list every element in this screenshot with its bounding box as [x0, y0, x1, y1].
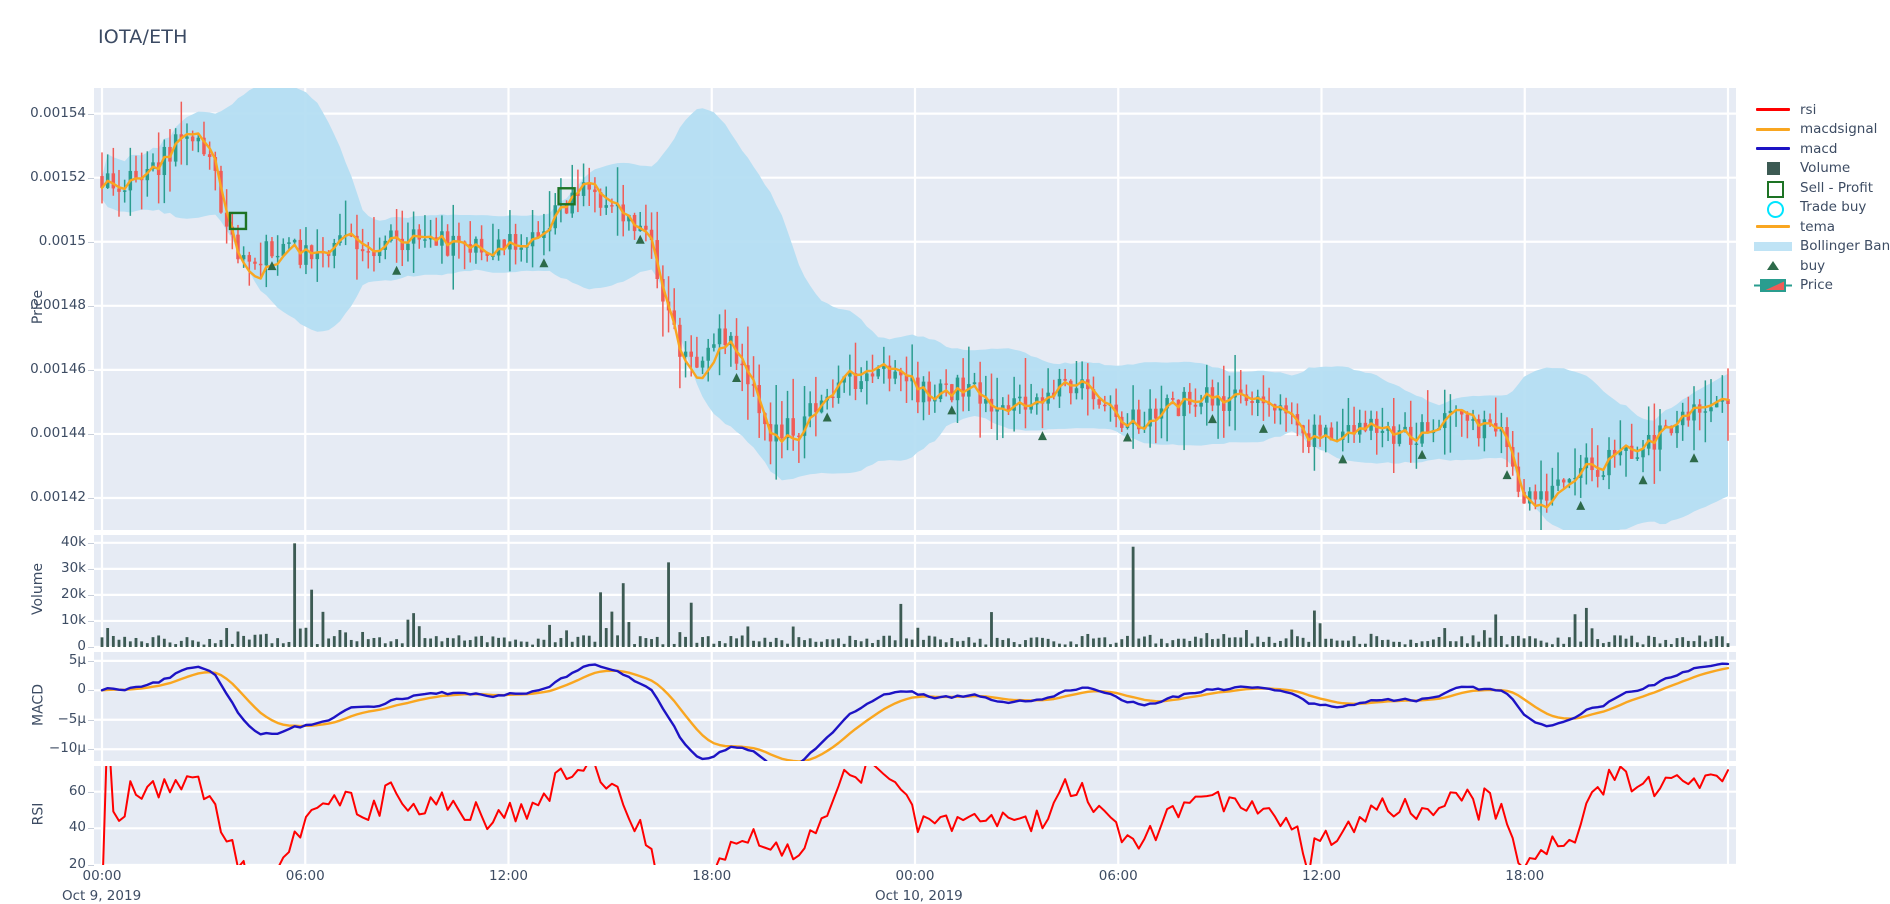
x-tick-label: 12:00: [1302, 868, 1341, 884]
legend-line-icon: [1752, 139, 1794, 158]
open-square-swatch: [1766, 181, 1784, 199]
y-tick-label-macd: −10µ: [48, 740, 86, 757]
y-tick-label-price: 0.00144: [30, 424, 86, 441]
y-tick-mark: [88, 568, 94, 570]
y-tick-mark: [88, 647, 94, 648]
y-tick-label-volume: 40k: [61, 533, 86, 550]
candle-swatch: [1754, 278, 1792, 292]
square-swatch: [1766, 161, 1780, 175]
y-tick-mark: [88, 690, 94, 692]
y-tick-mark: [88, 828, 94, 830]
legend-item-rsi[interactable]: rsi: [1752, 100, 1887, 120]
y-tick-label-volume: 10k: [61, 611, 86, 628]
legend-label: Volume: [1800, 160, 1851, 177]
volume-subplot: [94, 535, 1736, 647]
legend-item-macdsignal[interactable]: macdsignal: [1752, 120, 1887, 140]
y-tick-mark: [88, 865, 94, 866]
legend-label: Bollinger Band: [1800, 238, 1890, 255]
y-tick-label-macd: 0: [77, 681, 86, 698]
legend-label: buy: [1800, 257, 1826, 274]
chart-title: IOTA/ETH: [98, 26, 188, 48]
legend-label: tema: [1800, 218, 1836, 235]
x-tick-label: 00:00: [895, 868, 935, 884]
y-tick-label-price: 0.00148: [30, 296, 86, 313]
y-tick-label-volume: 0: [77, 638, 86, 654]
y-tick-label-price: 0.00154: [30, 104, 86, 121]
legend-label: macd: [1800, 140, 1838, 157]
y-tick-mark: [88, 305, 94, 307]
macd-subplot: [94, 652, 1736, 761]
y-tick-label-macd: 5µ: [68, 651, 86, 668]
y-tick-mark: [88, 749, 94, 751]
legend-line-icon: [1752, 100, 1794, 119]
legend-triangle-icon: [1752, 256, 1794, 275]
open-circle-swatch: [1766, 200, 1784, 218]
y-tick-label-price: 0.00142: [30, 488, 86, 505]
x-date-label: Oct 10, 2019: [875, 888, 963, 904]
x-tick-label: 18:00: [1505, 868, 1545, 884]
y-tick-mark: [88, 369, 94, 371]
line-swatch: [1756, 127, 1790, 131]
x-tick-label: 12:00: [489, 868, 528, 884]
legend-label: Price: [1800, 277, 1833, 294]
y-tick-label-macd: −5µ: [57, 710, 87, 727]
chart-legend: rsi macdsignal macd Volume Sell - Profit Trad…: [1752, 100, 1890, 296]
rsi-subplot: [94, 766, 1736, 865]
y-tick-mark: [88, 542, 94, 544]
legend-square-icon: [1752, 159, 1794, 178]
legend-line-icon: [1752, 217, 1794, 236]
legend-open-circle-icon: [1752, 198, 1794, 218]
legend-item-trade-buy[interactable]: Trade buy: [1752, 198, 1887, 218]
rsi-axis-title: RSI: [30, 802, 46, 825]
legend-open-square-icon: [1752, 178, 1794, 199]
y-tick-label-rsi: 20: [68, 856, 86, 872]
y-tick-mark: [88, 113, 94, 115]
y-tick-label-rsi: 40: [68, 819, 86, 836]
legend-item-bollinger-band[interactable]: Bollinger Band: [1752, 237, 1890, 257]
line-swatch: [1756, 225, 1790, 229]
x-tick-label: 18:00: [692, 868, 732, 884]
legend-label: macdsignal: [1800, 121, 1878, 138]
y-tick-mark: [88, 497, 94, 499]
legend-item-price[interactable]: Price: [1752, 276, 1887, 296]
y-tick-label-volume: 20k: [61, 585, 86, 602]
legend-item-macd[interactable]: macd: [1752, 139, 1887, 159]
y-tick-mark: [88, 433, 94, 435]
x-tick-label: 06:00: [1098, 868, 1138, 884]
band-swatch: [1754, 241, 1792, 251]
y-tick-mark: [88, 660, 94, 662]
y-tick-label-price: 0.00146: [30, 360, 86, 377]
legend-label: rsi: [1800, 101, 1817, 118]
y-tick-mark: [88, 791, 94, 793]
y-tick-mark: [88, 620, 94, 622]
x-tick-label: 06:00: [285, 868, 325, 884]
y-tick-mark: [88, 594, 94, 596]
legend-label: Trade buy: [1800, 199, 1867, 216]
y-tick-label-volume: 30k: [61, 559, 86, 576]
x-tick-label: 00:00: [82, 868, 122, 884]
legend-item-tema[interactable]: tema: [1752, 217, 1887, 237]
legend-band-icon: [1752, 237, 1794, 256]
line-swatch: [1756, 108, 1790, 112]
y-tick-label-price: 0.0015: [38, 232, 86, 249]
legend-item-buy[interactable]: buy: [1752, 256, 1887, 276]
legend-item-sell-profit[interactable]: Sell - Profit: [1752, 178, 1887, 199]
legend-line-icon: [1752, 120, 1794, 139]
triangle-swatch: [1767, 260, 1779, 270]
y-tick-mark: [88, 241, 94, 243]
y-tick-mark: [88, 719, 94, 721]
y-tick-mark: [88, 177, 94, 179]
y-tick-label-rsi: 60: [68, 782, 86, 799]
line-swatch: [1756, 147, 1790, 151]
legend-candle-icon: [1752, 276, 1794, 295]
legend-label: Sell - Profit: [1800, 179, 1874, 196]
x-date-label: Oct 9, 2019: [62, 888, 142, 904]
y-tick-label-price: 0.00152: [30, 168, 86, 185]
price-subplot: [94, 88, 1736, 530]
legend-item-volume[interactable]: Volume: [1752, 159, 1887, 179]
